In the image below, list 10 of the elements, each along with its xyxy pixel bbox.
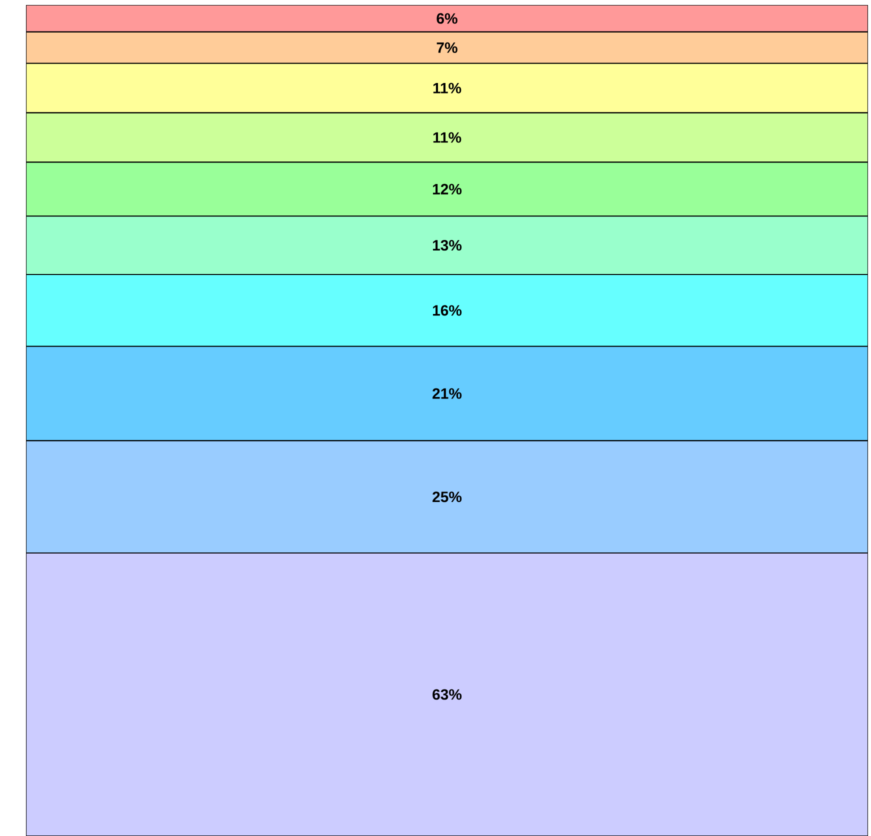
data-label: 6%: [436, 13, 458, 24]
data-label: 7%: [436, 42, 458, 53]
data-label: 13%: [432, 240, 462, 251]
data-label: 11%: [433, 132, 462, 143]
data-label: 63%: [432, 689, 462, 700]
data-label: 21%: [432, 388, 462, 399]
data-label: 11%: [433, 82, 462, 94]
data-label: 12%: [432, 184, 462, 194]
data-label: 16%: [432, 305, 462, 316]
data-label: 25%: [432, 492, 462, 502]
